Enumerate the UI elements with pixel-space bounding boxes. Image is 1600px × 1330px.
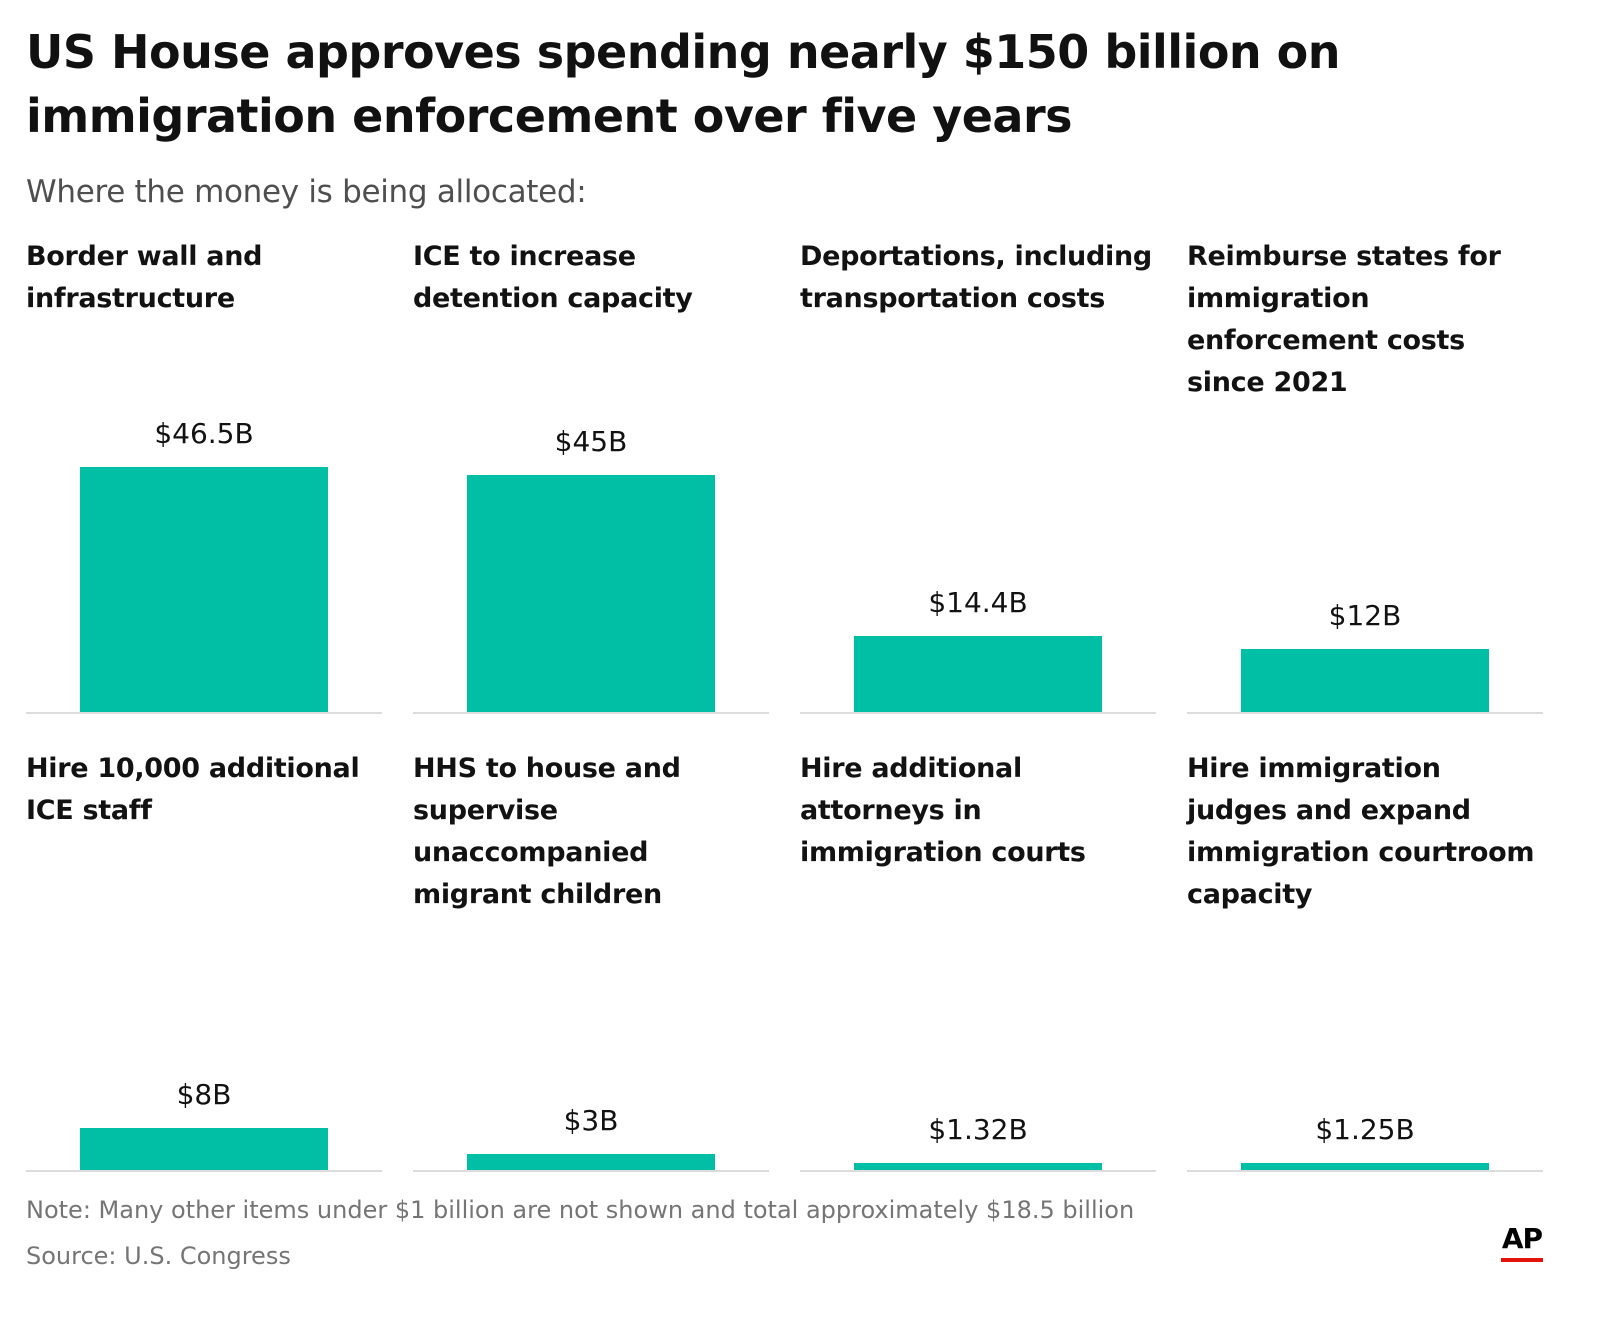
chart-source: Source: U.S. Congress	[26, 1242, 291, 1270]
bar-panel: Hire immigration judges and expand immig…	[1187, 748, 1543, 1172]
bar-panel: Deportations, including transportation c…	[800, 236, 1156, 714]
data-label: $3B	[563, 1104, 619, 1138]
chart-title: US House approves spending nearly $150 b…	[26, 25, 1341, 143]
category-label: HHS to house and supervise unaccompanied…	[413, 753, 681, 910]
data-label: $46.5B	[154, 417, 254, 450]
baseline	[26, 712, 382, 714]
bar	[854, 1163, 1102, 1170]
chart-note: Note: Many other items under $1 billion …	[26, 1196, 1135, 1224]
bar	[467, 474, 715, 712]
baseline	[413, 712, 769, 714]
baseline	[800, 1170, 1156, 1172]
bar	[1241, 648, 1489, 712]
baseline	[1187, 712, 1543, 714]
ap-logo-text: AP	[1501, 1222, 1543, 1255]
data-label: $1.32B	[928, 1113, 1028, 1147]
bar-panel: Hire 10,000 additional ICE staff $8B	[26, 748, 382, 1172]
baseline	[1187, 1170, 1543, 1172]
category-label: ICE to increase detention capacity	[413, 241, 693, 314]
data-label: $8B	[176, 1077, 232, 1111]
bar	[854, 636, 1102, 712]
bar	[80, 467, 328, 712]
ap-logo: AP	[1500, 1222, 1544, 1262]
bar-panel: Hire additional attorneys in immigration…	[800, 748, 1156, 1172]
ap-logo-underline	[1501, 1258, 1543, 1262]
bar	[1241, 1163, 1489, 1170]
bar-panel: Reimburse states for immigration enforce…	[1187, 236, 1543, 714]
baseline	[800, 712, 1156, 714]
category-label: Border wall and infrastructure	[26, 241, 263, 314]
category-label: Hire additional attorneys in immigration…	[800, 753, 1086, 868]
data-label: $45B	[554, 424, 628, 458]
bar	[467, 1154, 715, 1170]
bar-panel: HHS to house and supervise unaccompanied…	[413, 748, 769, 1172]
category-label: Hire 10,000 additional ICE staff	[26, 753, 360, 826]
category-label: Hire immigration judges and expand immig…	[1187, 753, 1535, 910]
category-label: Reimburse states for immigration enforce…	[1187, 241, 1501, 398]
data-label: $14.4B	[928, 586, 1028, 620]
baseline	[413, 1170, 769, 1172]
data-label: $1.25B	[1315, 1113, 1415, 1147]
bar	[80, 1127, 328, 1170]
data-label: $12B	[1328, 598, 1402, 632]
bar-panel: Border wall and infrastructure $46.5B	[26, 236, 382, 714]
baseline	[26, 1170, 382, 1172]
chart-subtitle: Where the money is being allocated:	[26, 174, 587, 210]
bar-panel: ICE to increase detention capacity $45B	[413, 236, 769, 714]
category-label: Deportations, including transportation c…	[800, 241, 1152, 314]
